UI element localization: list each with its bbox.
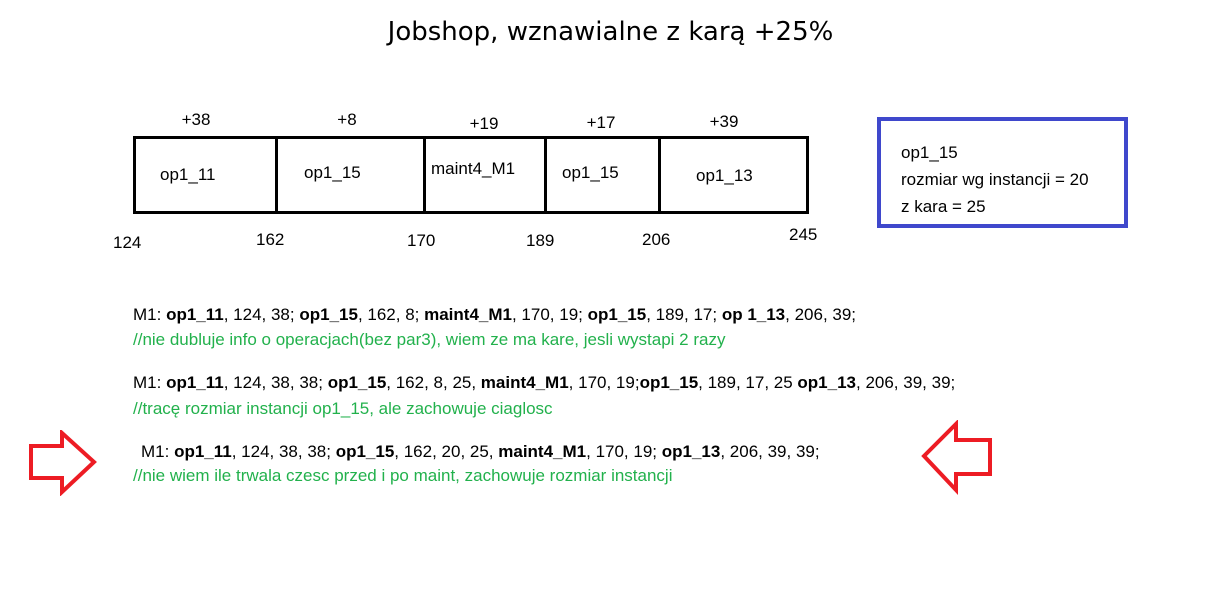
gantt-cell-label: op1_15	[562, 163, 619, 182]
info-line: rozmiar wg instancji = 20	[901, 170, 1089, 189]
format-segment: op1_11	[166, 305, 224, 324]
info-box: op1_15 rozmiar wg instancji = 20 z kara …	[877, 117, 1128, 228]
format-segment: , 162, 8, 25,	[386, 373, 481, 392]
gantt-cell-label: maint4_M1	[431, 159, 516, 178]
tick-label: 124	[113, 233, 142, 252]
tick-label: 245	[789, 225, 818, 244]
info-line: z kara = 25	[901, 197, 986, 216]
format-segment: op1_11	[166, 373, 224, 392]
format-segment: , 170, 19;	[586, 442, 662, 461]
tick-label: 162	[256, 230, 285, 249]
info-line: op1_15	[901, 143, 958, 162]
format-comment: //nie wiem ile trwala czesc przed i po m…	[133, 466, 673, 485]
format-segment: op1_15	[639, 373, 699, 392]
gantt-cell: op1_11	[136, 139, 278, 211]
format-segment: , 124, 38, 38;	[231, 442, 336, 461]
format-segment: op1_13	[661, 442, 721, 461]
page-title: Jobshop, wznawialne z karą +25%	[387, 17, 834, 47]
gantt-cell: op1_13	[658, 139, 806, 211]
format-line: M1: op1_11, 124, 38; op1_15, 162, 8; mai…	[133, 305, 856, 325]
gantt-cell-label: op1_13	[696, 166, 753, 185]
format-segment: maint4_M1	[424, 305, 512, 324]
gantt-cell: op1_15	[544, 139, 661, 211]
format-segment: maint4_M1	[498, 442, 587, 461]
gantt-cell-label: op1_11	[160, 165, 216, 184]
arrow-right-icon	[29, 430, 97, 496]
format-segment: M1:	[133, 373, 167, 392]
format-segment: , 189, 17, 25	[698, 373, 798, 392]
duration-label: +19	[469, 114, 499, 133]
format-segment: op1_15	[299, 305, 358, 324]
format-segment: , 189, 17;	[646, 305, 722, 324]
format-segment: M1:	[141, 442, 175, 461]
format-segment: op 1_13	[721, 305, 786, 324]
format-segment: op1_13	[797, 373, 856, 392]
format-line: M1: op1_11, 124, 38, 38; op1_15, 162, 8,…	[133, 373, 955, 393]
duration-label: +8	[337, 110, 357, 129]
duration-label: +39	[709, 112, 739, 131]
format-segment: op1_11	[174, 442, 232, 461]
tick-label: 206	[642, 230, 671, 249]
format-segment: M1:	[133, 305, 167, 324]
duration-label: +17	[586, 113, 616, 132]
gantt-cell: maint4_M1	[423, 139, 547, 211]
format-segment: op1_15	[327, 373, 387, 392]
arrow-left-icon	[921, 420, 992, 496]
format-segment: , 206, 39;	[785, 305, 857, 324]
format-segment: , 162, 8;	[357, 305, 425, 324]
format-line: M1: op1_11, 124, 38, 38; op1_15, 162, 20…	[141, 442, 820, 462]
format-segment: , 124, 38, 38;	[223, 373, 328, 392]
format-segment: op1_15	[335, 442, 395, 461]
format-segment: , 170, 19;	[511, 305, 588, 324]
format-segment: op1_15	[587, 305, 647, 324]
format-segment: , 170, 19;	[568, 373, 640, 392]
tick-label: 189	[526, 231, 555, 250]
format-segment: , 162, 20, 25,	[394, 442, 499, 461]
format-segment: maint4_M1	[480, 373, 569, 392]
format-segment: , 124, 38;	[223, 305, 300, 324]
format-comment: //tracę rozmiar instancji op1_15, ale za…	[133, 399, 553, 418]
format-segment: , 206, 39, 39;	[720, 442, 820, 461]
duration-label: +38	[181, 110, 211, 129]
gantt-chart: op1_11 op1_15 maint4_M1 op1_15 op1_13	[133, 136, 809, 214]
tick-label: 170	[407, 231, 436, 250]
gantt-cell: op1_15	[275, 139, 426, 211]
format-comment: //nie dubluje info o operacjach(bez par3…	[133, 330, 726, 349]
gantt-cell-label: op1_15	[304, 163, 361, 182]
format-segment: , 206, 39, 39;	[856, 373, 956, 392]
